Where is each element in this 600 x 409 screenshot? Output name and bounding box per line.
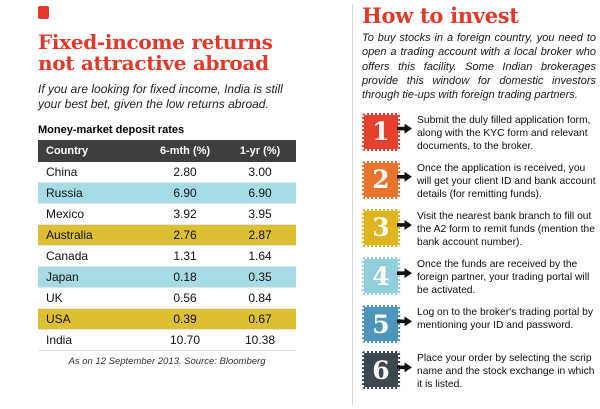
step-stamp: 6 (362, 351, 400, 390)
country-cell: China (46, 164, 78, 179)
arrow-right-icon (397, 219, 412, 230)
arrow-right-icon (397, 316, 412, 327)
header-country: Country (46, 144, 89, 157)
right-column: How to invest To buy stocks in a foreign… (362, 4, 596, 400)
steps-list: 1 Submit the duly filled application for… (362, 112, 596, 392)
arrow-right-icon (397, 268, 412, 279)
step-text: Log on to the broker's trading portal by… (417, 307, 593, 332)
country-cell: UK (46, 290, 63, 305)
step-item: 6 Place your order by selecting the scri… (362, 351, 596, 391)
table-row: Canada 1.31 1.64 (38, 245, 296, 267)
arrow-right-icon (397, 362, 412, 373)
masthead-mark (38, 6, 49, 19)
one-year-cell: 1.64 (248, 248, 272, 263)
six-month-cell: 10.70 (169, 332, 201, 347)
six-month-cell: 2.80 (173, 164, 197, 179)
step-text: Place your order by selecting the scrip … (417, 353, 595, 391)
step-stamp: 4 (362, 257, 400, 296)
six-month-cell: 6.90 (173, 185, 197, 200)
step-stamp: 3 (362, 208, 400, 247)
table-row: USA 0.39 0.67 (38, 308, 296, 330)
country-cell: Mexico (46, 206, 85, 221)
header-one-year: 1-yr (%) (239, 144, 281, 157)
table-footnote: As on 12 September 2013. Source: Bloombe… (68, 355, 266, 367)
step-text: Once the application is received, you wi… (417, 162, 596, 200)
header-six-month: 6-mth (%) (159, 144, 211, 157)
six-month-cell: 3.92 (173, 206, 197, 221)
table-header-row: Country 6-mth (%) 1-yr (%) (38, 139, 296, 162)
six-month-cell: 1.31 (173, 248, 197, 263)
one-year-cell: 3.00 (248, 164, 272, 179)
step-item: 4 Once the funds are received by the for… (362, 257, 596, 297)
table-label: Money-market deposit rates (38, 123, 185, 136)
step-number: 4 (372, 261, 390, 291)
table-row: UK 0.56 0.84 (38, 287, 296, 309)
six-month-cell: 2.76 (173, 227, 197, 242)
one-year-cell: 3.95 (248, 206, 272, 221)
step-number: 6 (372, 355, 390, 385)
country-cell: Russia (46, 185, 83, 200)
step-stamp: 1 (362, 112, 400, 151)
step-item: 5 Log on to the broker's trading portal … (362, 305, 596, 344)
step-text: Submit the duly filled application form,… (417, 114, 591, 152)
one-year-cell: 0.67 (248, 311, 272, 326)
column-divider (352, 4, 353, 405)
how-to-invest-intro: To buy stocks in a foreign country, you … (362, 32, 596, 102)
six-month-cell: 0.39 (173, 311, 197, 326)
arrow-right-icon (397, 123, 412, 134)
one-year-cell: 2.87 (248, 227, 272, 242)
table-row: India 10.70 10.38 (38, 329, 296, 351)
country-cell: India (46, 332, 73, 347)
table-row: Russia 6.90 6.90 (38, 182, 296, 204)
step-text: Visit the nearest bank branch to fill ou… (417, 210, 595, 249)
step-text: Once the funds are received by the forei… (417, 259, 590, 297)
deposit-rates-table: Country 6-mth (%) 1-yr (%) China 2.80 3.… (38, 139, 296, 351)
left-headline: Fixed-income returns not attractive abro… (38, 30, 273, 76)
step-number: 1 (372, 117, 390, 147)
step-number: 3 (372, 213, 390, 243)
step-stamp: 2 (362, 160, 400, 199)
step-stamp: 5 (362, 305, 400, 344)
table-row: Japan 0.18 0.35 (38, 266, 296, 288)
table-row: China 2.80 3.00 (38, 161, 296, 183)
one-year-cell: 0.35 (248, 269, 272, 284)
six-month-cell: 0.56 (173, 290, 197, 305)
six-month-cell: 0.18 (173, 269, 197, 284)
table-row: Mexico 3.92 3.95 (38, 203, 296, 225)
step-number: 2 (372, 165, 390, 195)
one-year-cell: 10.38 (244, 332, 276, 347)
country-cell: USA (46, 311, 71, 326)
table-row: Australia 2.76 2.87 (38, 224, 296, 246)
country-cell: Canada (46, 248, 89, 263)
one-year-cell: 6.90 (248, 185, 272, 200)
right-headline: How to invest (362, 3, 519, 28)
left-column: Fixed-income returns not attractive abro… (38, 6, 300, 367)
step-item: 2 Once the application is received, you … (362, 160, 596, 201)
one-year-cell: 0.84 (248, 290, 272, 305)
left-subtitle: If you are looking for fixed income, Ind… (38, 81, 283, 112)
step-number: 5 (372, 309, 390, 339)
arrow-right-icon (397, 171, 412, 182)
country-cell: Australia (46, 227, 93, 242)
step-item: 1 Submit the duly filled application for… (362, 112, 596, 153)
step-item: 3 Visit the nearest bank branch to fill … (362, 208, 596, 249)
country-cell: Japan (46, 269, 79, 284)
